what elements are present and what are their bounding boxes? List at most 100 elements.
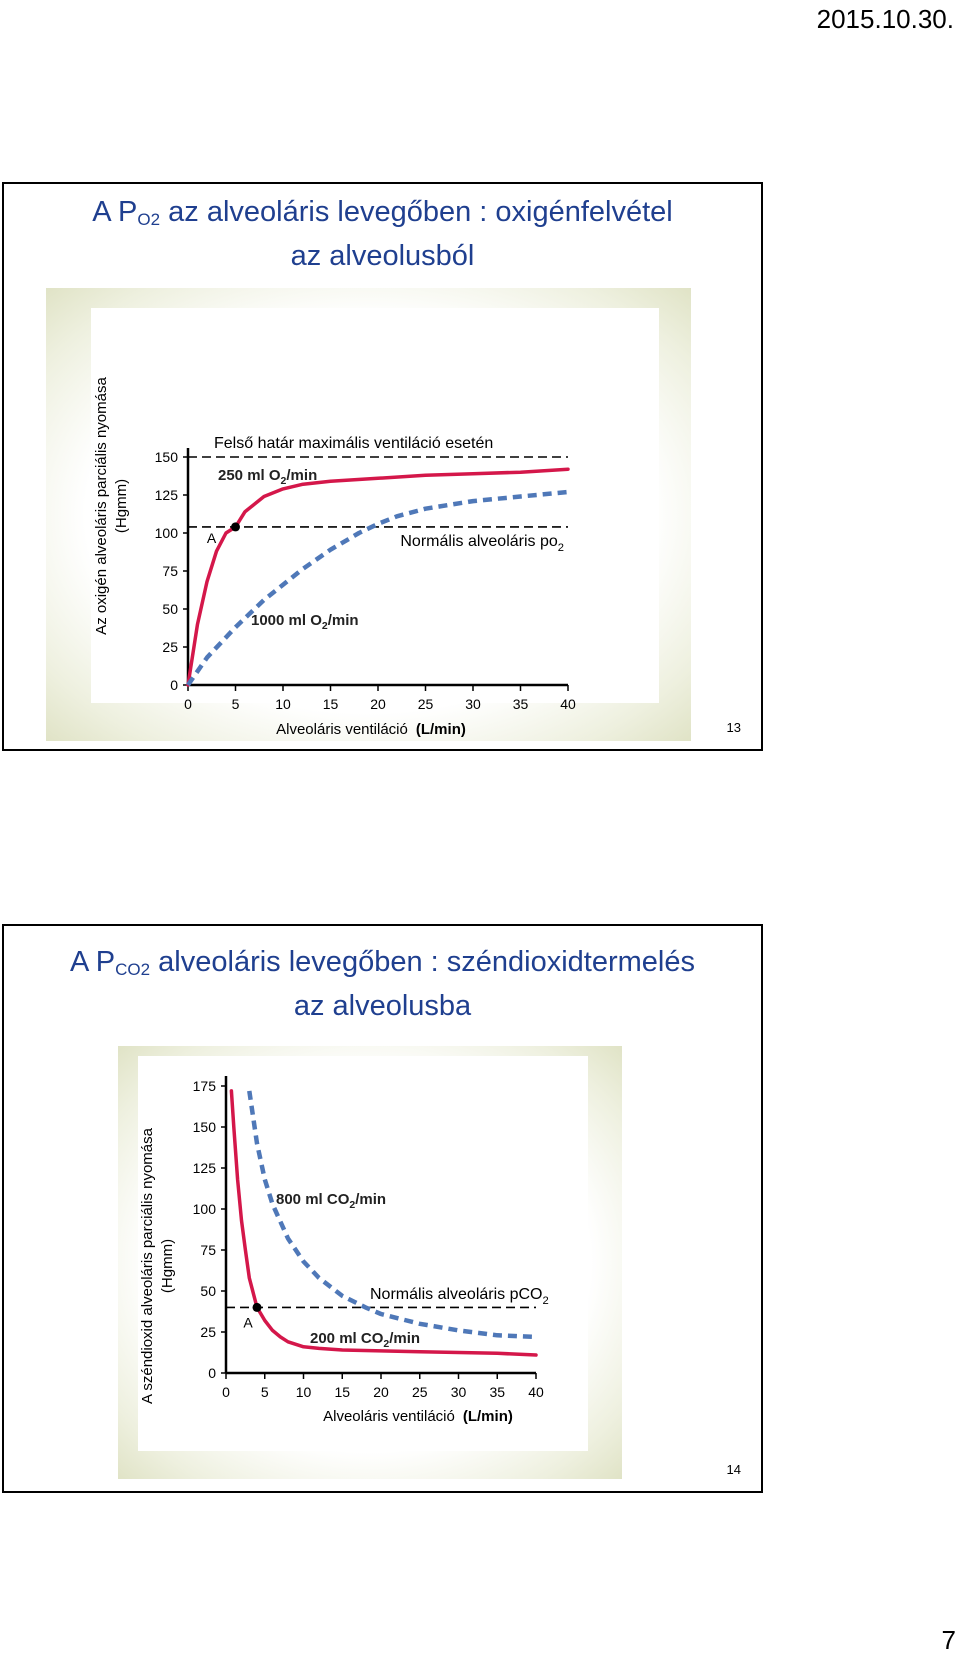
series-line-1 <box>186 489 569 687</box>
y-tick-label: 150 <box>193 1119 217 1135</box>
x-tick-label: 35 <box>513 696 529 712</box>
slide-o2: A PO2 az alveoláris levegőben : oxigénfe… <box>2 182 763 751</box>
point-a-marker <box>252 1302 262 1312</box>
y-tick-label: 125 <box>155 487 179 503</box>
title-rest: az alveoláris levegőben : oxigénfelvétel <box>160 196 673 228</box>
chart-frame: 0 25 50 75 100 125 150 175 0 5 10 15 20 25 30 35 40 A 800 … <box>118 1046 622 1479</box>
y-tick-label: 75 <box>200 1242 216 1258</box>
slide-number: 14 <box>726 1462 741 1477</box>
y-tick-label: 25 <box>200 1324 216 1340</box>
x-tick-label: 0 <box>184 696 192 712</box>
x-tick-label: 10 <box>275 696 291 712</box>
series-label-1: 200 ml CO2/min <box>310 1330 420 1350</box>
x-axis-title: Alveoláris ventiláció (L/min) <box>323 1408 513 1425</box>
y-axis-label-line1: Az oxigén alveoláris parciális nyomása <box>93 377 110 635</box>
title-rest: alveoláris levegőben : széndioxidtermelé… <box>150 946 695 978</box>
series-label-1-part2: /min <box>389 1330 420 1347</box>
y-tick-label: 25 <box>162 639 178 655</box>
plot-panel <box>138 1056 588 1451</box>
x-axis-title-unit: (L/min) <box>416 721 466 738</box>
chart-frame: 0 25 50 75 100 125 150 0 5 10 15 20 25 30 35 40 A 250 ml … <box>46 288 691 741</box>
page-number: 7 <box>941 1625 956 1655</box>
reference-label-1: Normális alveoláris po2 <box>400 533 564 554</box>
x-tick-label: 20 <box>373 1384 389 1400</box>
title-subscript: O2 <box>137 210 161 229</box>
series-label-0: 800 ml CO2/min <box>276 1191 386 1211</box>
point-a-label: A <box>243 1314 253 1330</box>
x-tick-label: 25 <box>412 1384 428 1400</box>
x-tick-label: 35 <box>489 1384 505 1400</box>
x-tick-label: 30 <box>465 696 481 712</box>
series-label-0-part1: 250 ml O <box>218 467 281 484</box>
series-label-1: 1000 ml O2/min <box>251 612 359 632</box>
co2-chart: 0 25 50 75 100 125 150 175 0 5 10 15 20 25 30 35 40 A 800 … <box>138 1056 588 1451</box>
x-tick-label: 5 <box>232 696 240 712</box>
plot-panel <box>91 308 659 703</box>
y-axis-label: A széndioxid alveoláris parciális nyomás… <box>138 1128 178 1404</box>
y-axis-label-line2: (Hgmm) <box>159 1238 176 1294</box>
y-tick-label: 100 <box>155 525 179 541</box>
y-tick-label: 50 <box>162 601 178 617</box>
slide-co2: A PCO2 alveoláris levegőben : széndioxid… <box>2 924 763 1493</box>
reference-label-0-subscript: 2 <box>543 1295 549 1307</box>
y-tick-label: 0 <box>208 1365 216 1381</box>
y-tick-label: 75 <box>162 563 178 579</box>
x-axis-title-main: Alveoláris ventiláció <box>276 721 408 738</box>
series-label-0-part2: /min <box>286 467 317 484</box>
series-label-0-part2: /min <box>355 1191 386 1208</box>
title-subscript: CO2 <box>115 960 151 979</box>
slide-title: A PCO2 alveoláris levegőben : széndioxid… <box>4 944 761 1024</box>
point-a-marker <box>231 522 240 532</box>
series-label-1-subscript: 2 <box>322 620 328 632</box>
reference-label-1-subscript: 2 <box>558 542 564 554</box>
series-label-1-part2: /min <box>328 612 359 629</box>
x-tick-label: 0 <box>222 1384 230 1400</box>
y-tick-label: 175 <box>193 1078 217 1094</box>
y-tick-label: 0 <box>170 677 178 693</box>
series-line-0 <box>186 467 570 687</box>
y-tick-label: 150 <box>155 449 179 465</box>
y-axis-label-line2: (Hgmm) <box>113 478 130 534</box>
reference-label-0: Felső határ maximális ventiláció esetén <box>214 435 493 452</box>
x-tick-label: 15 <box>323 696 339 712</box>
x-tick-label: 10 <box>296 1384 312 1400</box>
x-tick-label: 20 <box>370 696 386 712</box>
slide-title-line1: A PO2 az alveoláris levegőben : oxigénfe… <box>4 194 761 238</box>
x-tick-label: 40 <box>528 1384 544 1400</box>
x-tick-label: 25 <box>418 696 434 712</box>
slide-number: 13 <box>726 720 741 735</box>
series-line-1 <box>229 1089 538 1357</box>
header-date: 2015.10.30. <box>816 4 954 34</box>
title-prefix: A P <box>70 946 116 978</box>
x-tick-label: 5 <box>261 1384 269 1400</box>
x-axis-title-main: Alveoláris ventiláció <box>323 1408 455 1425</box>
x-axis-title-unit: (L/min) <box>463 1408 513 1425</box>
y-tick-label: 50 <box>200 1283 216 1299</box>
series-label-0-subscript: 2 <box>349 1199 355 1211</box>
title-prefix: A P <box>92 196 138 228</box>
series-label-0: 250 ml O2/min <box>218 467 317 487</box>
x-tick-label: 15 <box>334 1384 350 1400</box>
slide-title-line2: az alveolusba <box>293 990 472 1022</box>
y-axis-label-line1: A széndioxid alveoláris parciális nyomás… <box>139 1128 156 1404</box>
x-tick-label: 40 <box>560 696 576 712</box>
y-axis-label: Az oxigén alveoláris parciális nyomása (… <box>92 377 132 635</box>
y-tick-label: 125 <box>193 1160 217 1176</box>
slide-title: A PO2 az alveoláris levegőben : oxigénfe… <box>4 194 761 274</box>
y-tick-label: 100 <box>193 1201 217 1217</box>
reference-label-1-text: Normális alveoláris po <box>400 533 557 550</box>
x-tick-label: 30 <box>451 1384 467 1400</box>
x-axis-title: Alveoláris ventiláció (L/min) <box>276 721 466 738</box>
slide-title-line1: A PCO2 alveoláris levegőben : széndioxid… <box>4 944 761 988</box>
reference-label-0-text: Normális alveoláris pCO <box>370 1286 543 1303</box>
point-a-label: A <box>207 530 217 546</box>
series-line-0 <box>247 1090 537 1340</box>
o2-chart: 0 25 50 75 100 125 150 0 5 10 15 20 25 30 35 40 A 250 ml … <box>91 308 659 738</box>
series-label-0-part1: 800 ml CO <box>276 1191 350 1208</box>
series-label-0-subscript: 2 <box>281 475 287 487</box>
series-label-1-part1: 1000 ml O <box>251 612 322 629</box>
series-label-1-part1: 200 ml CO <box>310 1330 384 1347</box>
reference-label-0: Normális alveoláris pCO2 <box>370 1286 549 1307</box>
slide-title-line2: az alveolusból <box>290 240 475 272</box>
series-label-1-subscript: 2 <box>383 1338 389 1350</box>
